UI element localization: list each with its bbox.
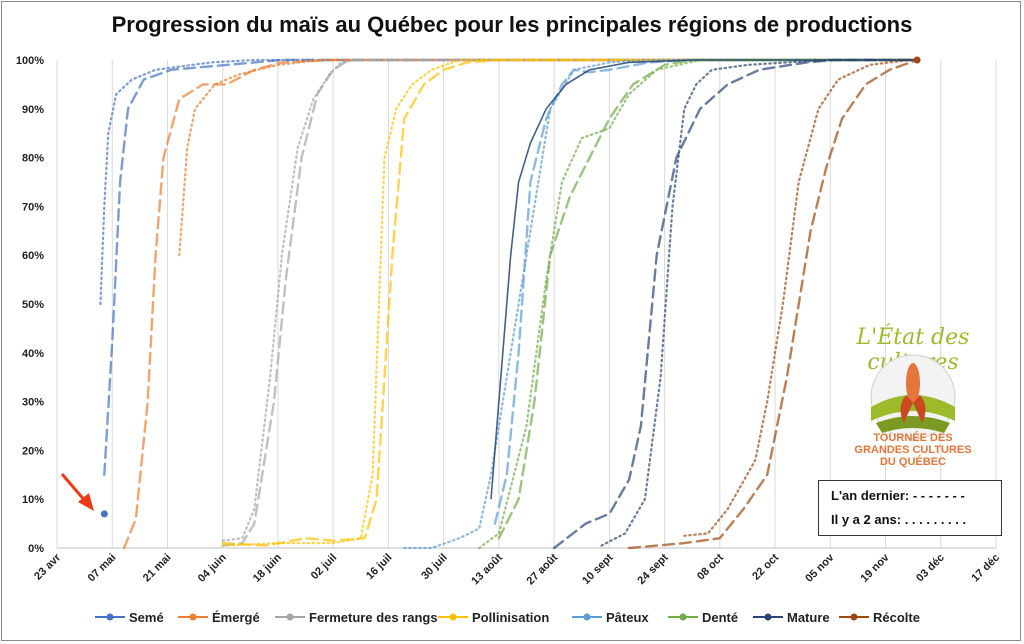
x-tick-label: 02 juil [309,552,340,583]
y-tick-label: 30% [22,397,44,409]
chart-title: Progression du maïs au Québec pour les p… [111,12,913,37]
y-tick-label: 60% [22,250,44,262]
legend-swatch-marker [286,613,294,621]
corn-field-icon [870,354,956,440]
y-tick-label: 100% [16,55,44,67]
y-tick-label: 10% [22,494,44,506]
y-tick-label: 50% [22,299,44,311]
x-axis-ticks: 23 avr 07 mai 21 mai 04 juin 18 juin 02 juil 1… [32,551,1002,587]
series-fermeture-des-rangs-two-years-ago [221,58,919,542]
legend-swatch-marker [106,613,114,621]
key-two-years-ago: Il y a 2 ans: . . . . . . . . . [831,512,967,527]
highlight-arrow [60,473,94,511]
legend-label: Émergé [212,610,260,625]
x-tick-label: 18 juin [251,551,284,584]
x-tick-label: 03 déc [914,552,947,585]
y-tick-label: 20% [22,445,44,457]
x-tick-label: 23 avr [32,551,63,582]
x-tick-label: 21 mai [141,552,174,585]
x-tick-label: 30 juil [419,552,450,583]
line-style-key: L'an dernier: - - - - - - - Il y a 2 ans… [818,480,1002,536]
series-mature-last-year [552,58,919,550]
key-last-year: L'an dernier: - - - - - - - [831,488,965,503]
legend-swatch-marker [850,613,858,621]
x-tick-label: 27 août [525,551,561,587]
y-tick-label: 90% [22,104,44,116]
etat-des-cultures-logo: L'État des cultures TOURNÉE DES GRANDES … [838,325,988,480]
series-pollinisation-last-year [221,58,919,547]
grid-lines [56,60,997,549]
legend-label: Récolte [873,610,920,625]
series-sem--two-years-ago [99,58,919,306]
x-tick-label: 24 sept [635,551,671,587]
series-mature-two-years-ago [600,58,919,547]
series-p-teux-two-years-ago [403,58,919,550]
x-tick-label: 10 sept [580,551,616,587]
series-lines [99,56,921,550]
series-r-colte-two-years-ago [683,58,911,537]
legend-label: Pollinisation [472,610,549,625]
series-sem--last-year [103,58,919,476]
legend-label: Fermeture des rangs [309,610,438,625]
legend-label: Denté [702,610,738,625]
series-dent--two-years-ago [478,58,919,550]
legend-swatch-marker [449,613,457,621]
series-fermeture-des-rangs-last-year [221,58,919,547]
x-tick-label: 17 déc [969,552,1002,585]
legend: Semé Émergé Fermeture des rangs Pollinisati… [95,610,920,625]
x-tick-label: 22 oct [750,551,781,582]
legend-label: Semé [129,610,164,625]
x-tick-label: 19 nov [859,551,893,585]
series-r-colte-last-year [627,58,919,550]
legend-label: Mature [787,610,830,625]
series--merg--last-year [122,58,919,550]
y-tick-label: 40% [22,348,44,360]
y-axis-ticks: 0% 10% 20% 30% 40% 50% 60% 70% 80% 90% 100% [16,55,44,555]
series-pollinisation-two-years-ago [221,58,919,547]
x-tick-label: 05 nov [803,551,837,585]
series--merg--two-years-ago [178,58,919,257]
legend-swatch-marker [764,613,772,621]
y-tick-label: 70% [22,201,44,213]
logo-subtitle: TOURNÉE DES GRANDES CULTURES DU QUÉBEC [854,432,972,468]
legend-swatch-marker [679,613,687,621]
legend-swatch-marker [583,613,591,621]
x-tick-label: 07 mai [86,552,119,585]
y-tick-label: 80% [22,153,44,165]
x-tick-label: 08 oct [695,551,726,582]
x-tick-label: 04 juin [196,551,229,584]
series-mature-current [490,59,918,500]
x-tick-label: 13 août [469,551,505,587]
legend-label: Pâteux [606,610,649,625]
legend-swatch-marker [189,613,197,621]
series-r-colte-current-point [913,56,921,64]
y-tick-label: 0% [28,543,44,555]
series-sem--current-point [100,510,108,518]
x-tick-label: 16 juil [364,552,395,583]
series-dent--last-year [497,58,919,540]
